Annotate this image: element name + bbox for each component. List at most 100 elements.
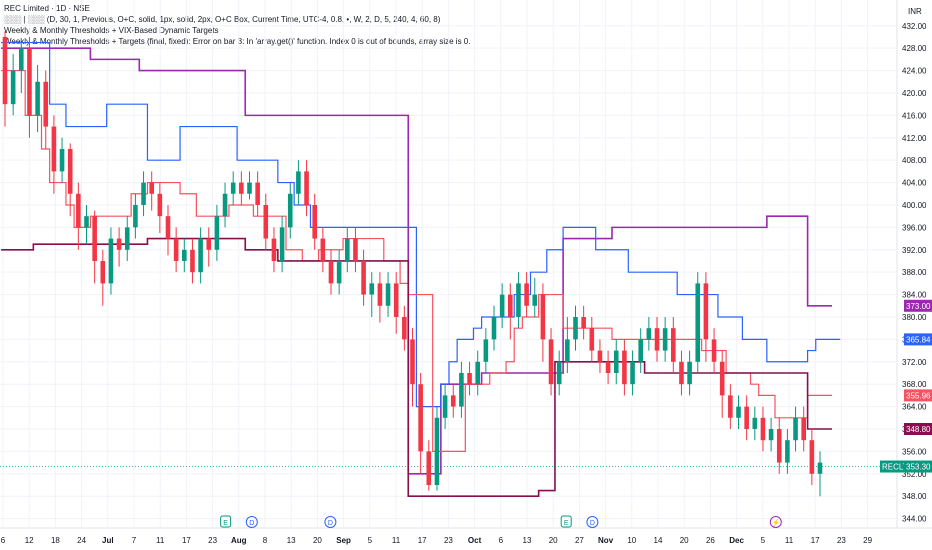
- candle-body: [605, 361, 611, 373]
- candle-body: [182, 249, 187, 261]
- candle-body: [450, 395, 456, 407]
- candle-body: [516, 283, 521, 317]
- price-tag[interactable]: [904, 389, 932, 402]
- candle-body: [222, 193, 228, 217]
- candle-body: [230, 182, 236, 194]
- y-tick-label: 388.00: [902, 268, 927, 277]
- candle-body: [10, 70, 16, 105]
- candle-body: [491, 316, 497, 340]
- y-tick-label: 424.00: [902, 67, 927, 76]
- candle-body: [353, 238, 358, 261]
- x-tick-label: 26: [706, 536, 715, 545]
- x-tick-label: 23: [208, 536, 217, 545]
- price-tag[interactable]: [904, 299, 932, 312]
- candle-body: [100, 260, 106, 284]
- candle-body: [51, 126, 57, 172]
- x-tick-label: Sep: [336, 536, 351, 545]
- price-tag[interactable]: [904, 333, 932, 346]
- candle-body: [263, 204, 269, 239]
- y-tick-label: 412.00: [902, 134, 927, 143]
- candle-body: [369, 283, 375, 295]
- candle-body: [76, 193, 81, 228]
- x-tick-label: 27: [575, 536, 584, 545]
- symbol-tag[interactable]: [880, 460, 904, 473]
- candle-body: [687, 361, 692, 385]
- price-axis[interactable]: 432.00 428.00 424.00 420.00 416.00 412.00 408.…: [902, 22, 927, 524]
- candle-body: [271, 238, 277, 261]
- x-tick-label: 20: [549, 536, 558, 545]
- currency-label[interactable]: INR: [908, 7, 922, 16]
- time-axis[interactable]: 6 12 18 24 Jul 7 11 17 23 Aug 8 13 20 Sep 5 11 17 23 Oct 6 1…: [1, 536, 873, 545]
- x-tick-label: 14: [654, 536, 663, 545]
- candle-body: [499, 294, 505, 317]
- candle-body: [304, 171, 309, 205]
- candle-body: [719, 361, 725, 396]
- x-tick-label: 12: [25, 536, 34, 545]
- candle-body: [768, 428, 774, 441]
- split-marker[interactable]: [769, 516, 782, 528]
- candle-body: [646, 328, 652, 340]
- x-tick-label: 18: [51, 536, 60, 545]
- candle-body: [711, 339, 717, 362]
- price-tag[interactable]: [904, 460, 932, 473]
- y-tick-label: 344.00: [902, 515, 927, 524]
- x-tick-label: 13: [523, 536, 532, 545]
- x-tick-label: 20: [680, 536, 689, 545]
- candle-body: [328, 260, 334, 284]
- candle-body: [442, 395, 448, 418]
- chart-grid: [0, 0, 896, 527]
- price-tag[interactable]: [904, 422, 932, 435]
- x-tick-label: 17: [182, 536, 191, 545]
- candle-body: [695, 283, 701, 362]
- candle-body: [532, 294, 538, 306]
- legend-indicator-1[interactable]: ░░░ | ░░░ (D, 30, 1, Previous, O+C, soli…: [4, 15, 441, 24]
- x-tick-label: Jul: [102, 536, 114, 545]
- candle-body: [597, 350, 603, 362]
- dividend-marker[interactable]: [586, 516, 599, 528]
- candle-body: [817, 462, 823, 474]
- candle-body: [141, 182, 146, 205]
- candle-body: [793, 417, 798, 441]
- x-tick-label: 10: [627, 536, 636, 545]
- candle-body: [524, 283, 529, 306]
- candle-body: [483, 339, 489, 362]
- y-tick-label: 384.00: [902, 291, 927, 300]
- candle-body: [801, 417, 806, 441]
- earnings-marker[interactable]: [220, 515, 232, 528]
- x-tick-label: 11: [392, 536, 401, 545]
- event-letter: E: [564, 520, 569, 527]
- candle-body: [613, 350, 619, 373]
- candle-body: [320, 238, 326, 261]
- y-tick-label: 356.00: [902, 447, 927, 456]
- earnings-marker[interactable]: [560, 515, 572, 528]
- x-tick-label: 5: [761, 536, 766, 545]
- x-tick-label: 6: [1, 536, 6, 545]
- candle-body: [548, 339, 554, 385]
- candle-body: [239, 182, 244, 194]
- candle-body: [556, 361, 562, 385]
- candle-body: [630, 361, 635, 385]
- dividend-marker[interactable]: [245, 516, 258, 528]
- candle-body: [19, 48, 24, 71]
- candle-body: [410, 339, 415, 385]
- event-letter: ⚡: [771, 518, 780, 527]
- x-tick-label: Aug: [231, 536, 247, 545]
- dividend-marker[interactable]: [324, 516, 337, 528]
- x-tick-label: 13: [287, 536, 296, 545]
- legend-indicator-3[interactable]: Weekly & Monthly Thresholds + Targets (f…: [4, 37, 471, 46]
- legend-indicator-2[interactable]: Weekly & Monthly Thresholds + VIX-Based …: [4, 26, 219, 35]
- candle-body: [654, 328, 660, 351]
- candle-body: [581, 316, 586, 329]
- candle-body: [255, 182, 260, 205]
- y-tick-label: 408.00: [902, 156, 927, 165]
- candle-body: [728, 395, 733, 418]
- legend-symbol-line[interactable]: REC Limited · 1D · NSE: [4, 4, 90, 13]
- candle-body: [27, 48, 32, 116]
- candle-body: [279, 227, 285, 261]
- candle-body: [402, 316, 407, 340]
- candle-body: [638, 339, 643, 362]
- candle-body: [573, 316, 578, 340]
- candle-body: [133, 204, 138, 228]
